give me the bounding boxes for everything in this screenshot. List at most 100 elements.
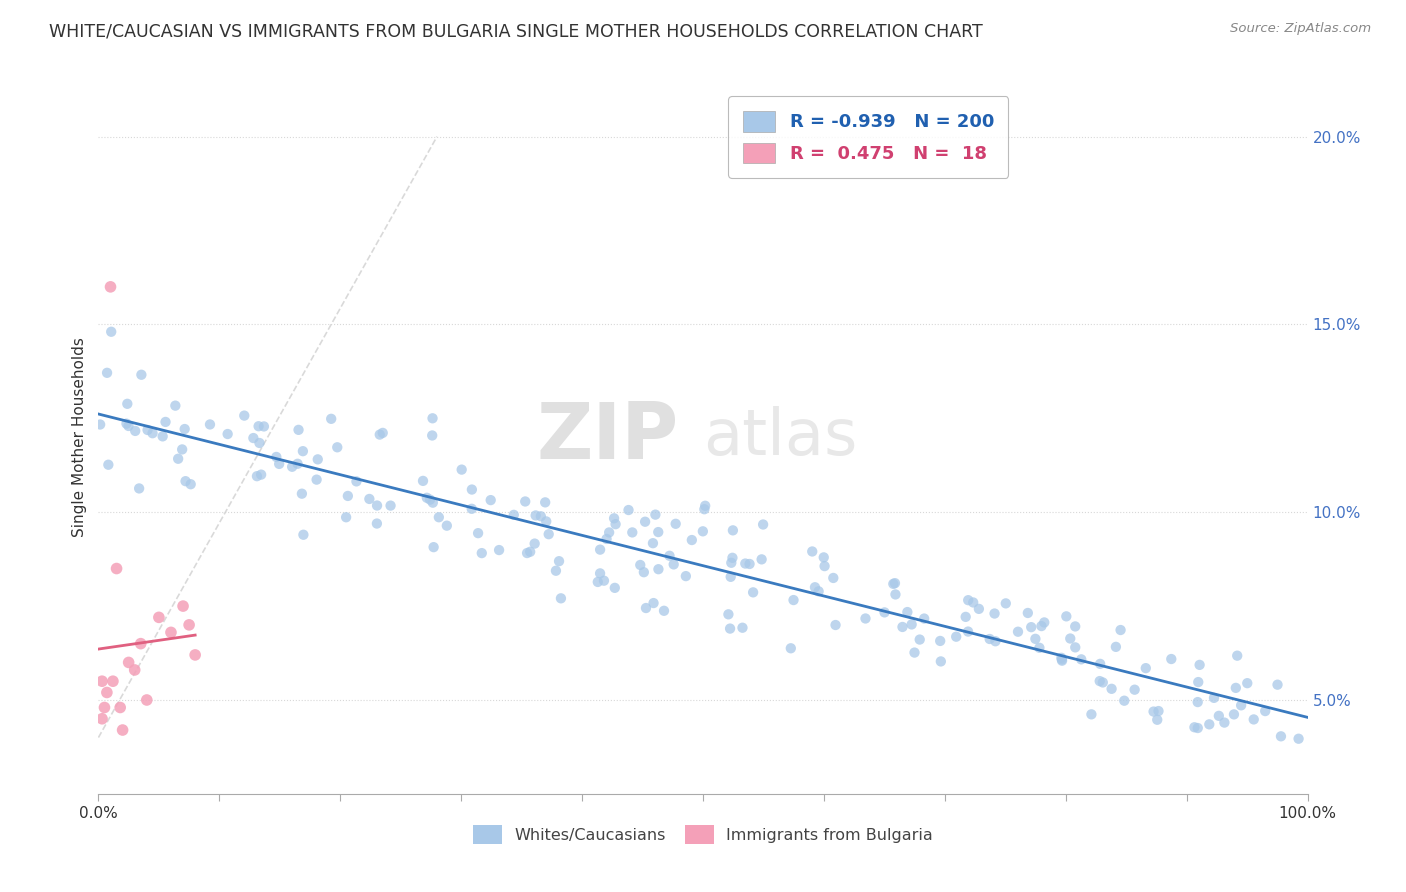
- Point: [1187, 695, 1209, 709]
- Point: [266, 450, 288, 464]
- Point: [97, 458, 120, 472]
- Text: Source: ZipAtlas.com: Source: ZipAtlas.com: [1230, 22, 1371, 36]
- Point: [359, 491, 381, 506]
- Point: [550, 591, 572, 606]
- Point: [412, 474, 434, 488]
- Point: [141, 426, 163, 441]
- Point: [1114, 694, 1136, 708]
- Point: [1225, 681, 1247, 695]
- Point: [253, 419, 276, 434]
- Point: [824, 618, 846, 632]
- Point: [366, 516, 388, 531]
- Point: [135, 693, 157, 707]
- Point: [250, 467, 273, 482]
- Point: [128, 482, 150, 496]
- Point: [292, 527, 315, 541]
- Point: [873, 606, 896, 620]
- Point: [1080, 707, 1102, 722]
- Point: [100, 325, 122, 339]
- Point: [1223, 707, 1246, 722]
- Point: [129, 637, 152, 651]
- Point: [467, 526, 489, 541]
- Point: [929, 634, 952, 648]
- Point: [647, 562, 669, 576]
- Point: [983, 607, 1005, 621]
- Point: [634, 515, 657, 529]
- Point: [804, 580, 827, 594]
- Point: [305, 473, 328, 487]
- Point: [1088, 657, 1111, 671]
- Point: [544, 564, 567, 578]
- Point: [734, 557, 756, 571]
- Point: [548, 554, 571, 568]
- Point: [1088, 674, 1111, 689]
- Point: [422, 496, 444, 510]
- Point: [912, 611, 935, 625]
- Point: [174, 474, 197, 488]
- Point: [419, 492, 441, 507]
- Point: [321, 412, 343, 426]
- Point: [595, 532, 617, 546]
- Point: [742, 585, 765, 599]
- Point: [519, 545, 541, 559]
- Point: [307, 452, 329, 467]
- Point: [641, 536, 664, 550]
- Point: [1059, 632, 1081, 646]
- Point: [1226, 648, 1249, 663]
- Point: [1198, 717, 1220, 731]
- Point: [247, 419, 270, 434]
- Point: [436, 518, 458, 533]
- Point: [105, 561, 128, 575]
- Point: [603, 511, 626, 525]
- Point: [1101, 681, 1123, 696]
- Point: [184, 648, 207, 662]
- Point: [896, 605, 918, 619]
- Point: [326, 440, 349, 454]
- Point: [488, 543, 510, 558]
- Point: [471, 546, 494, 560]
- Point: [813, 550, 835, 565]
- Point: [416, 491, 439, 505]
- Point: [380, 499, 402, 513]
- Point: [908, 632, 931, 647]
- Point: [523, 536, 546, 550]
- Point: [1019, 620, 1042, 634]
- Point: [1267, 678, 1289, 692]
- Point: [1270, 729, 1292, 743]
- Point: [118, 656, 141, 670]
- Point: [117, 397, 139, 411]
- Point: [136, 423, 159, 437]
- Point: [124, 663, 146, 677]
- Point: [1123, 682, 1146, 697]
- Point: [179, 618, 201, 632]
- Point: [903, 646, 925, 660]
- Point: [801, 544, 824, 558]
- Point: [91, 712, 114, 726]
- Point: [720, 570, 742, 584]
- Legend: Whites/Caucasians, Immigrants from Bulgaria: Whites/Caucasians, Immigrants from Bulga…: [467, 819, 939, 850]
- Point: [1033, 615, 1056, 630]
- Point: [291, 444, 314, 458]
- Point: [335, 510, 357, 524]
- Point: [461, 483, 484, 497]
- Point: [96, 685, 118, 699]
- Point: [962, 595, 984, 609]
- Point: [100, 280, 122, 294]
- Text: atlas: atlas: [703, 406, 858, 468]
- Point: [955, 610, 977, 624]
- Point: [900, 617, 922, 632]
- Point: [1105, 640, 1128, 654]
- Point: [93, 700, 115, 714]
- Point: [233, 409, 256, 423]
- Point: [281, 459, 304, 474]
- Point: [957, 624, 980, 639]
- Point: [891, 620, 914, 634]
- Point: [605, 517, 627, 532]
- Point: [1054, 609, 1077, 624]
- Point: [366, 499, 388, 513]
- Point: [1202, 690, 1225, 705]
- Point: [1007, 624, 1029, 639]
- Point: [1236, 676, 1258, 690]
- Point: [675, 569, 697, 583]
- Point: [1050, 650, 1073, 665]
